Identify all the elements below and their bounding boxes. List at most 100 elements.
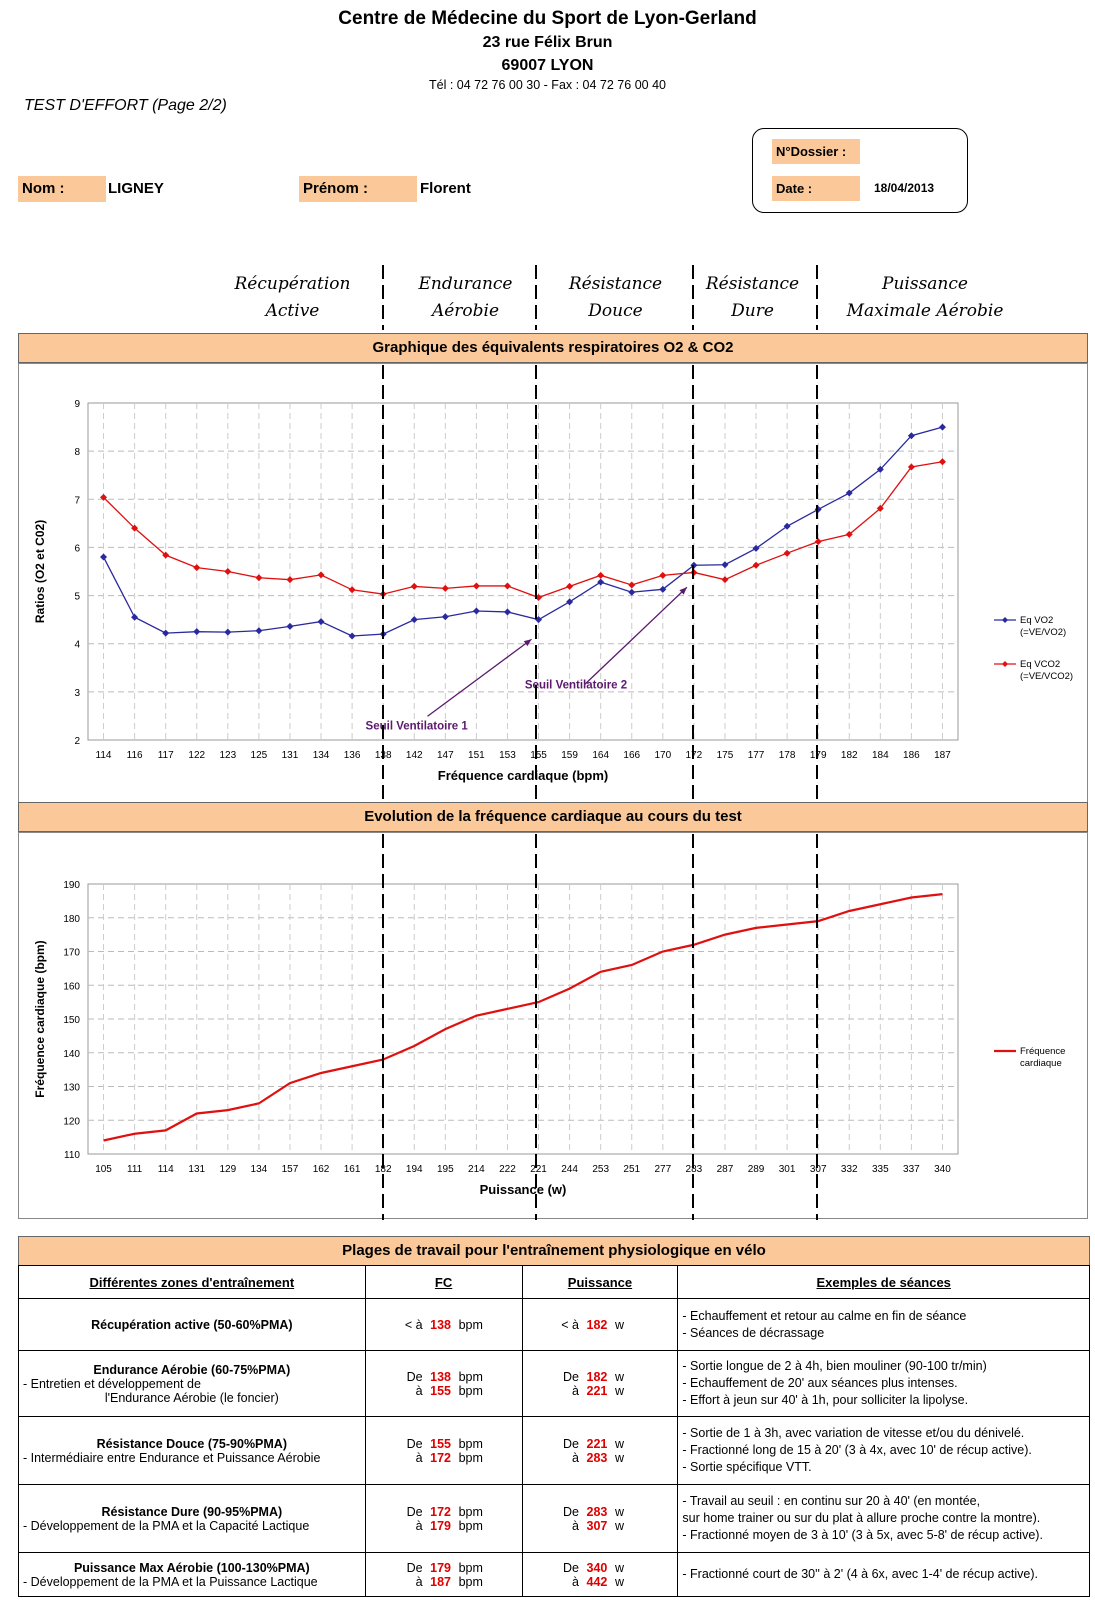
puissance-value: 340 bbox=[586, 1560, 608, 1575]
data-point bbox=[783, 522, 791, 530]
unit: w bbox=[614, 1369, 624, 1384]
data-point bbox=[535, 593, 543, 601]
x-tick-label: 175 bbox=[717, 750, 734, 761]
puissance-cell: De 283 w à 307 w bbox=[521, 1484, 679, 1553]
zone-title-resistance-douce: Résistance Douce bbox=[568, 274, 663, 321]
x-tick-label: 157 bbox=[282, 1164, 299, 1175]
header-zones: Différentes zones d'entraînement bbox=[18, 1265, 366, 1299]
x-tick-label: 123 bbox=[219, 750, 236, 761]
fc-value: 138 bbox=[430, 1369, 452, 1384]
x-tick-label: 222 bbox=[499, 1164, 516, 1175]
unit: w bbox=[614, 1317, 624, 1332]
x-tick-label: 283 bbox=[686, 1164, 703, 1175]
x-tick-label: 111 bbox=[127, 1164, 143, 1175]
range-prefix: < à bbox=[404, 1317, 423, 1332]
range-prefix: à bbox=[415, 1450, 423, 1465]
unit: bpm bbox=[458, 1560, 483, 1575]
x-tick-label: 170 bbox=[654, 750, 671, 761]
x-tick-label: 214 bbox=[468, 1164, 485, 1175]
annotation-label: Seuil Ventilatoire 1 bbox=[366, 720, 469, 732]
data-point bbox=[379, 590, 387, 598]
data-point bbox=[162, 629, 170, 637]
x-tick-label: 178 bbox=[779, 750, 796, 761]
data-point bbox=[317, 571, 325, 579]
puissance-value: 221 bbox=[586, 1383, 608, 1398]
prenom-label: Prénom : bbox=[299, 176, 417, 202]
x-tick-label: 287 bbox=[717, 1164, 734, 1175]
y-tick-label: 7 bbox=[74, 495, 80, 506]
puissance-cell: De 182 w à 221 w bbox=[521, 1350, 679, 1417]
zone-cell: Résistance Dure (90-95%PMA) - Développeme… bbox=[18, 1484, 366, 1553]
puissance-cell: < à 182 w bbox=[521, 1298, 679, 1351]
x-tick-label: 182 bbox=[841, 750, 858, 761]
zone-name: Récupération active (50-60%PMA) bbox=[91, 1317, 293, 1332]
data-point bbox=[597, 571, 605, 579]
data-point bbox=[286, 622, 294, 630]
y-tick-label: 4 bbox=[74, 640, 80, 651]
data-point bbox=[131, 613, 139, 621]
unit: w bbox=[614, 1574, 624, 1589]
x-tick-label: 134 bbox=[251, 1164, 268, 1175]
data-point bbox=[224, 628, 232, 636]
data-point bbox=[131, 524, 139, 532]
data-point bbox=[907, 463, 915, 471]
zone-desc: - Développement de la PMA et la Puissanc… bbox=[23, 1574, 318, 1589]
x-tick-label: 337 bbox=[903, 1164, 920, 1175]
legend-label: Fréquence bbox=[1020, 1046, 1065, 1057]
data-point bbox=[317, 618, 325, 626]
data-point bbox=[845, 489, 853, 497]
range-prefix: à bbox=[572, 1518, 579, 1533]
example-line: - Séances de décrassage bbox=[682, 1325, 825, 1340]
legend-label: (=VE/VCO2) bbox=[1020, 671, 1073, 682]
unit: bpm bbox=[458, 1383, 483, 1398]
x-tick-label: 105 bbox=[95, 1164, 112, 1175]
x-axis-label: Puissance (w) bbox=[480, 1182, 567, 1197]
center-street: 23 rue Félix Brun bbox=[482, 34, 613, 51]
x-tick-label: 153 bbox=[499, 750, 516, 761]
range-prefix: à bbox=[415, 1574, 423, 1589]
data-point bbox=[193, 564, 201, 572]
header-puissance: Puissance bbox=[521, 1265, 679, 1299]
x-tick-label: 187 bbox=[934, 750, 951, 761]
fc-value: 187 bbox=[430, 1574, 452, 1589]
x-tick-label: 253 bbox=[592, 1164, 609, 1175]
data-point bbox=[876, 465, 884, 473]
chart2-frame bbox=[18, 832, 1088, 1219]
annotation-arrowhead bbox=[523, 639, 532, 647]
example-line: - Travail au seuil : en continu sur 20 à… bbox=[682, 1494, 981, 1508]
data-point bbox=[255, 574, 263, 582]
data-point bbox=[503, 608, 511, 616]
x-tick-label: 179 bbox=[810, 750, 827, 761]
x-tick-label: 307 bbox=[810, 1164, 827, 1175]
center-phone: Tél : 04 72 76 00 30 - Fax : 04 72 76 00… bbox=[429, 78, 666, 92]
zone-name: Puissance Max Aérobie (100-130%PMA) bbox=[73, 1560, 310, 1575]
fc-cell: < à 138 bpm bbox=[364, 1298, 523, 1351]
data-point bbox=[566, 582, 574, 590]
data-point bbox=[224, 568, 232, 575]
data-point bbox=[783, 549, 791, 557]
x-tick-label: 340 bbox=[934, 1164, 951, 1175]
puissance-value: 442 bbox=[586, 1574, 608, 1589]
x-tick-label: 147 bbox=[437, 750, 454, 761]
unit: w bbox=[614, 1518, 624, 1533]
x-tick-label: 186 bbox=[903, 750, 920, 761]
chart2-title: Evolution de la fréquence cardiaque au c… bbox=[18, 802, 1088, 832]
x-tick-label: 166 bbox=[623, 750, 640, 761]
range-prefix: à bbox=[572, 1383, 579, 1398]
fc-value: 172 bbox=[430, 1450, 452, 1465]
y-tick-label: 140 bbox=[63, 1049, 80, 1060]
data-point bbox=[845, 530, 853, 538]
zone-cell: Résistance Douce (75-90%PMA) - Intermédia… bbox=[18, 1416, 366, 1485]
header-fc: FC bbox=[364, 1265, 523, 1299]
fc-value: 155 bbox=[430, 1383, 452, 1398]
legend-marker bbox=[1002, 661, 1008, 667]
x-tick-label: 116 bbox=[127, 750, 143, 761]
fc-cell: De 155 bpm à 172 bpm bbox=[364, 1416, 523, 1485]
unit: bpm bbox=[458, 1317, 483, 1332]
fc-cell: De 172 bpm à 179 bpm bbox=[364, 1484, 523, 1553]
y-tick-label: 2 bbox=[74, 736, 80, 747]
range-prefix: < à bbox=[561, 1317, 579, 1332]
data-point bbox=[441, 584, 449, 592]
data-point bbox=[876, 504, 884, 512]
data-point bbox=[348, 632, 356, 640]
